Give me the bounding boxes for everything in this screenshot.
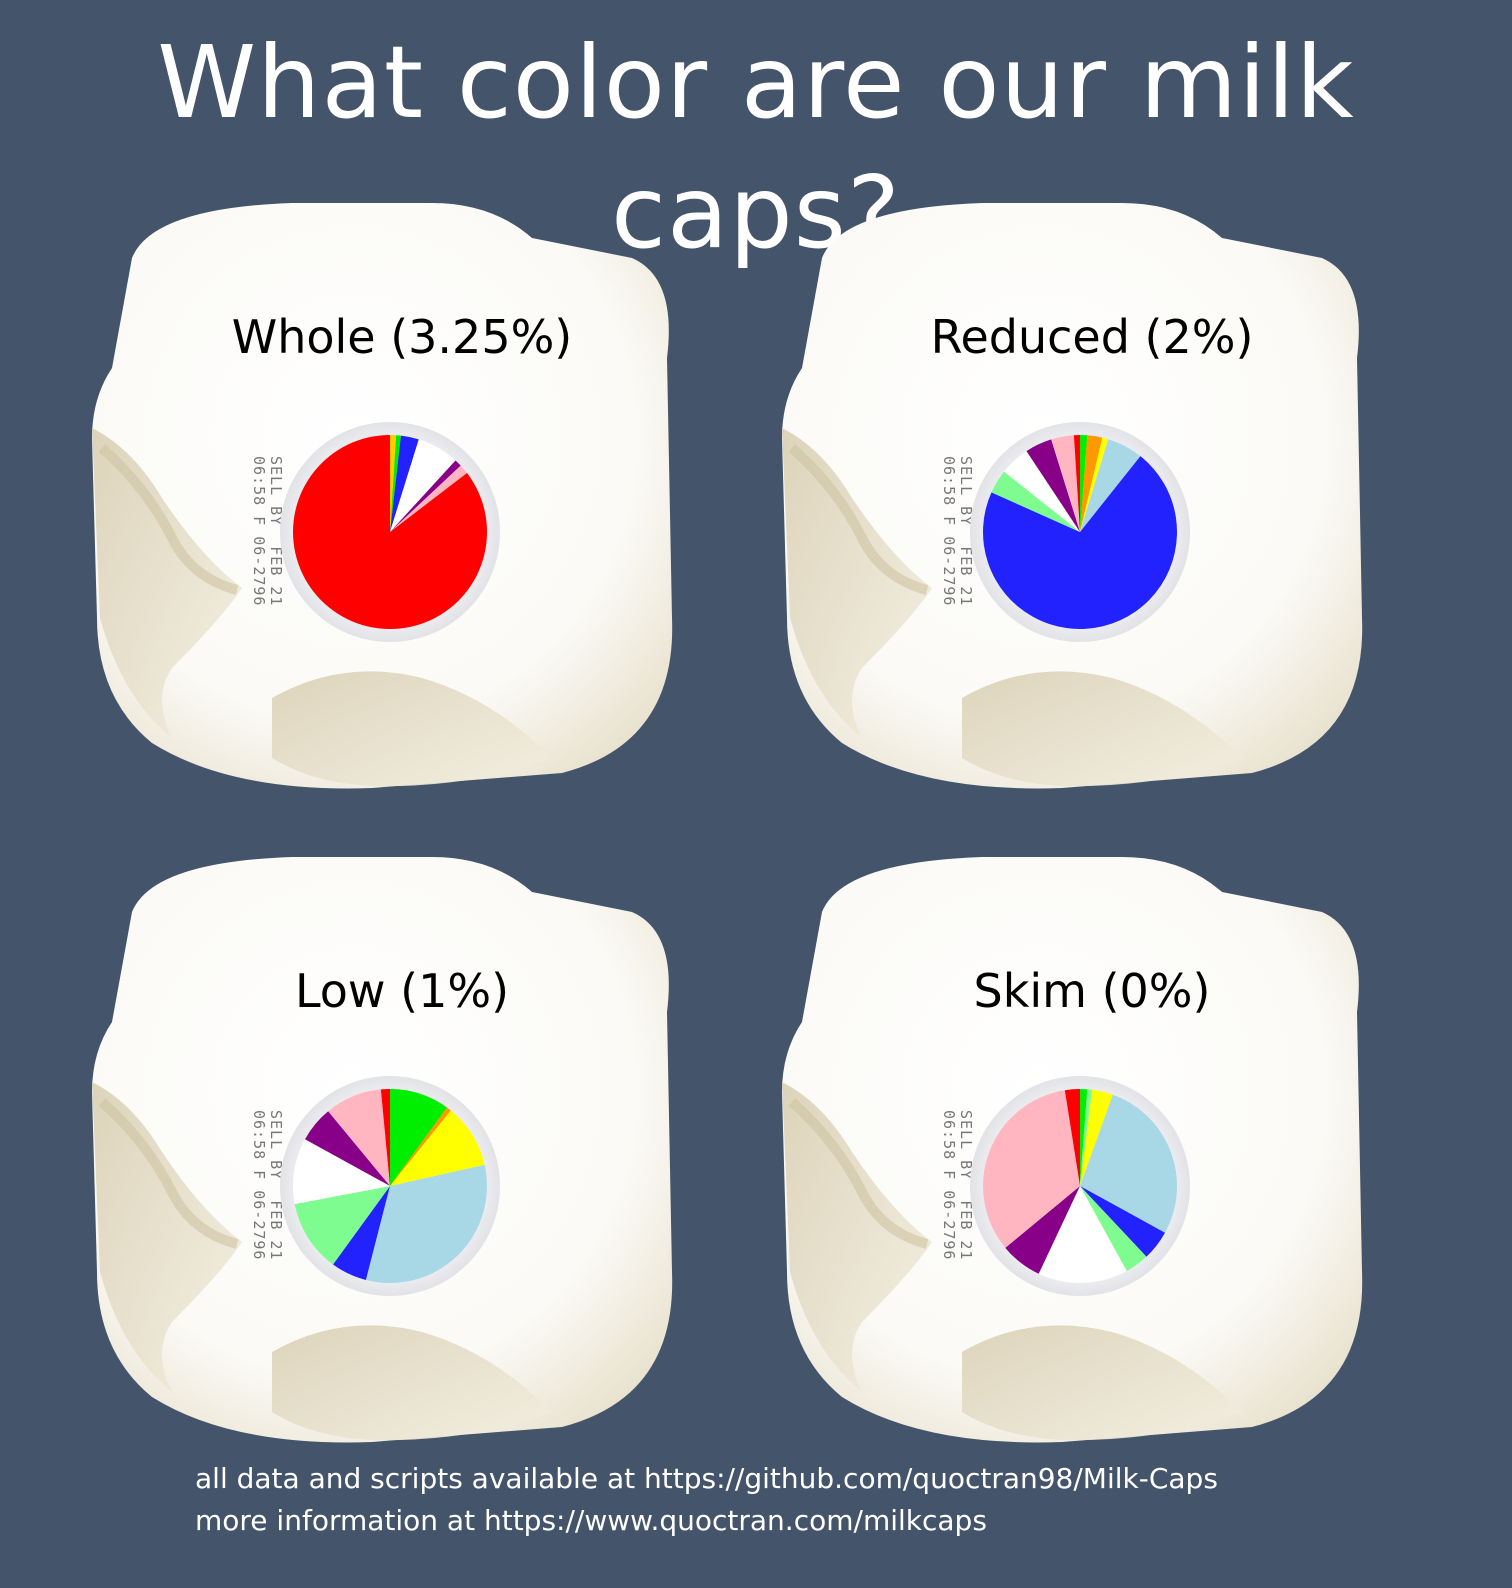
pie-slice-lightgreen: [294, 1186, 390, 1265]
pie-slice-pink: [328, 1089, 390, 1186]
pie-slice-green: [390, 1089, 448, 1186]
chart-title: Low (1%): [294, 964, 510, 1018]
sell-by-line: 06:58 F 06-2796: [940, 456, 958, 607]
pie-slice-green: [1080, 435, 1088, 532]
pie-slice-blue: [1080, 1186, 1166, 1257]
pie-slice-blue: [332, 1186, 390, 1280]
milk-jug-skim: Skim (0%) SELL BY FEB 21 06:58 F 06-2796: [782, 852, 1402, 1452]
pie-slice-red: [380, 1089, 390, 1186]
pie-slice-lightblue: [1080, 439, 1141, 532]
pie-slice-pink: [390, 465, 468, 532]
pie-slice-lightgreen: [1080, 1186, 1147, 1272]
page-title: What color are our milk caps?: [157, 24, 1355, 271]
pie-slice-lightgreen: [1080, 1089, 1093, 1186]
pie-slice-yellow: [390, 1110, 485, 1186]
pie-slice-pink: [1051, 435, 1080, 532]
pie-slice-red: [1073, 435, 1080, 532]
pie-slice-green: [1080, 1089, 1088, 1186]
pie-chart-low: [293, 1089, 487, 1283]
pie-slice-red: [1064, 1089, 1080, 1186]
pie-slice-orange: [390, 1107, 451, 1186]
pie-slice-lightgreen: [991, 471, 1080, 532]
pie-chart-reduced: [983, 435, 1177, 629]
pie-slice-green: [390, 435, 401, 532]
sell-by-line: 06:58 F 06-2796: [250, 1110, 268, 1261]
pie-slice-lightblue: [365, 1164, 487, 1283]
chart-title: Whole (3.25%): [231, 310, 573, 364]
chart-title: Skim (0%): [973, 964, 1211, 1018]
pie-slice-purple: [390, 460, 461, 532]
sell-by-stamp: SELL BY FEB 21 06:58 F 06-2796: [940, 456, 975, 607]
pie-slice-purple: [1005, 1186, 1080, 1274]
milk-jug-low: Low (1%) SELL BY FEB 21 06:58 F 06-2796: [92, 852, 712, 1452]
sell-by-stamp: SELL BY FEB 21 06:58 F 06-2796: [250, 1110, 285, 1261]
pie-slice-white: [390, 439, 456, 532]
sell-by-line: 06:58 F 06-2796: [250, 456, 268, 607]
pie-slice-pink: [983, 1090, 1080, 1248]
pie-slice-purple: [304, 1111, 390, 1186]
sell-by-line: 06:58 F 06-2796: [940, 1110, 958, 1261]
pie-slice-orange: [1080, 435, 1103, 532]
pie-slice-white: [1038, 1186, 1127, 1283]
footer-info-link[interactable]: more information at https://www.quoctran…: [195, 1504, 987, 1537]
sell-by-stamp: SELL BY FEB 21 06:58 F 06-2796: [250, 456, 285, 607]
pie-slice-yellow: [1080, 1089, 1113, 1186]
pie-chart-whole: [293, 435, 487, 629]
pie-slice-red: [293, 435, 487, 629]
pie-slice-white: [293, 1139, 390, 1205]
chart-title: Reduced (2%): [930, 310, 1254, 364]
footer-github-link[interactable]: all data and scripts available at https:…: [195, 1462, 1218, 1495]
footer: all data and scripts available at https:…: [195, 1458, 1218, 1542]
milk-jug-reduced: Reduced (2%) SELL BY FEB 21 06:58 F 06-2…: [782, 198, 1402, 798]
pie-chart-skim: [983, 1089, 1177, 1283]
pie-slice-purple: [1026, 439, 1080, 532]
pie-slice-lightblue: [1080, 1094, 1177, 1233]
pie-slice-yellow: [1080, 437, 1109, 532]
sell-by-stamp: SELL BY FEB 21 06:58 F 06-2796: [940, 1110, 975, 1261]
pie-slice-gold: [390, 435, 397, 532]
pie-slice-white: [1004, 451, 1080, 532]
pie-slice-blue: [390, 435, 419, 532]
pie-slice-blue: [983, 456, 1177, 629]
milk-jug-whole: Whole (3.25%) SELL BY FEB 21 06:58 F 06-…: [92, 198, 712, 798]
